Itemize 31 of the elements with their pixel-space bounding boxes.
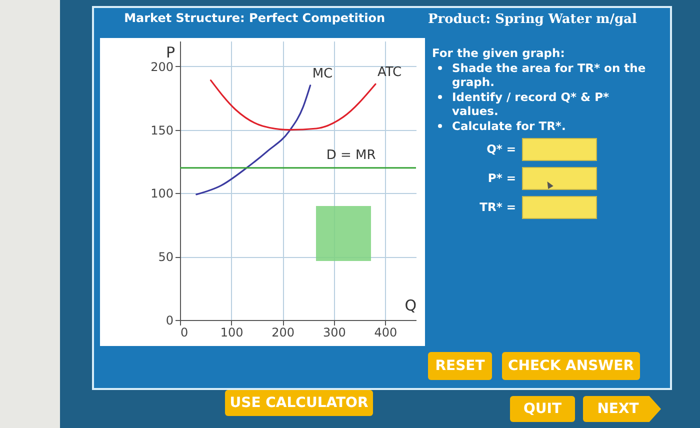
text: Identify / record Q* & P* values. xyxy=(452,90,610,118)
text: RESET xyxy=(428,352,492,380)
y-tick-label: 50 xyxy=(158,250,174,264)
x-tick-label: 300 xyxy=(322,326,346,340)
text: Calculate for TR*. xyxy=(452,119,567,133)
text: Product: Spring Water m/gal xyxy=(428,12,637,27)
text: CHECK ANSWER xyxy=(502,352,640,380)
series-label: ATC xyxy=(377,65,402,80)
line-series xyxy=(196,84,312,196)
text: Q* = xyxy=(486,142,516,156)
y-tick-label: 150 xyxy=(150,123,174,138)
series-label: MC xyxy=(312,66,333,82)
ref-line-label: D = MR xyxy=(326,148,376,163)
y-tick-label: 200 xyxy=(150,60,174,74)
y-axis-title: P xyxy=(166,44,176,62)
chart-title: Market Structure: Perfect Competition xyxy=(124,11,386,25)
x-tick-label: 200 xyxy=(272,326,295,340)
y-tick-label: 0 xyxy=(166,314,174,328)
text: Shade the area for TR* on the graph. xyxy=(452,61,647,89)
x-axis-title: Q xyxy=(404,296,416,314)
text: USE CALCULATOR xyxy=(225,390,373,416)
text: TR* = xyxy=(478,200,516,214)
x-tick-label: 400 xyxy=(374,326,398,340)
text: QUIT xyxy=(510,396,575,422)
x-tick-label: 0 xyxy=(180,326,188,340)
text: For the given graph: xyxy=(432,46,566,60)
x-tick-label: 100 xyxy=(220,326,244,340)
text: P* = xyxy=(486,171,516,185)
y-tick-label: 100 xyxy=(150,186,174,201)
text: NEXT xyxy=(583,396,661,422)
line-series xyxy=(210,80,376,131)
